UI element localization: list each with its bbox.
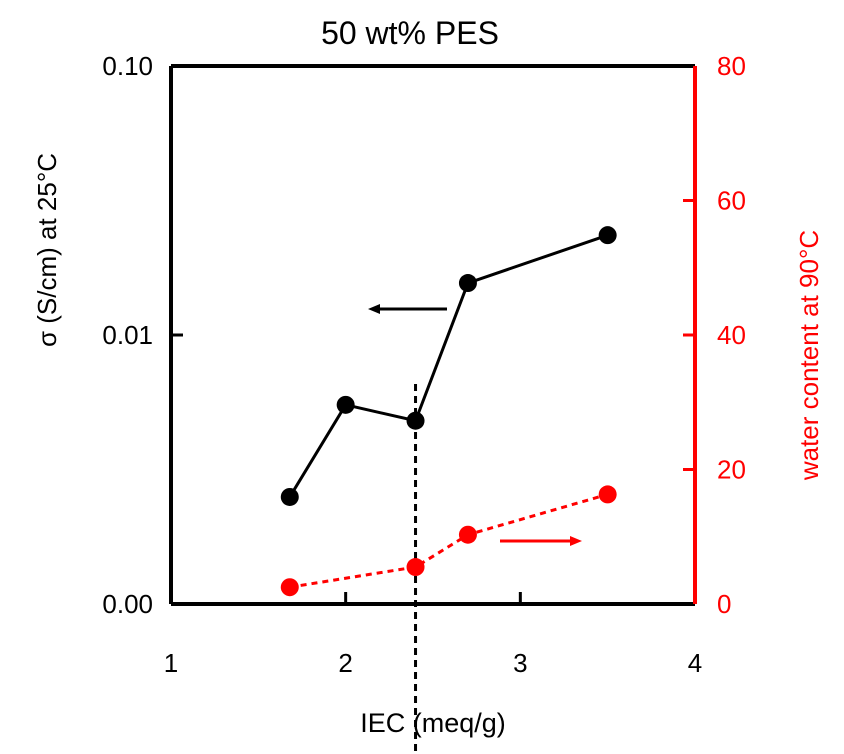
conductivity-series-line — [288, 233, 609, 498]
y-tick-label: 0.00 — [102, 589, 153, 619]
conductivity-point — [598, 226, 617, 245]
y2-tick-label: 0 — [717, 589, 731, 619]
left-axis-arrow-head — [368, 304, 380, 314]
x-tick-group: 1 2 3 4 — [164, 592, 702, 678]
y2-tick-label: 80 — [717, 51, 746, 81]
water-content-point — [406, 558, 425, 577]
water-content-series-line — [289, 492, 609, 589]
conductivity-point — [458, 274, 477, 293]
conductivity-point — [406, 411, 425, 430]
x-tick-label: 1 — [164, 648, 178, 678]
conductivity-point — [280, 487, 299, 506]
conductivity-point — [336, 395, 355, 414]
y2-tick-group: 80 60 40 20 0 — [683, 51, 746, 619]
y-axis-label: σ (S/cm) at 25°C — [32, 153, 62, 347]
y2-tick-label: 40 — [717, 320, 746, 350]
chart-title: 50 wt% PES — [321, 15, 499, 51]
right-axis-arrow-head — [570, 536, 582, 546]
x-tick-label: 3 — [513, 648, 527, 678]
water-content-point — [280, 578, 299, 597]
plot-frame — [169, 64, 697, 606]
y2-tick-label: 60 — [717, 186, 746, 216]
y-tick-label: 0.01 — [102, 320, 153, 350]
x-tick-label: 2 — [338, 648, 352, 678]
y-tick-label: 0.10 — [102, 51, 153, 81]
series-layer — [280, 226, 617, 597]
y2-tick-label: 20 — [717, 455, 746, 485]
y2-axis-label: water content at 90°C — [794, 230, 824, 481]
x-tick-label: 4 — [688, 648, 702, 678]
water-content-point — [598, 485, 617, 504]
x-axis-label: IEC (meq/g) — [360, 708, 506, 738]
water-content-point — [458, 525, 477, 544]
y-tick-group: 0.10 0.01 0.00 — [102, 51, 183, 619]
